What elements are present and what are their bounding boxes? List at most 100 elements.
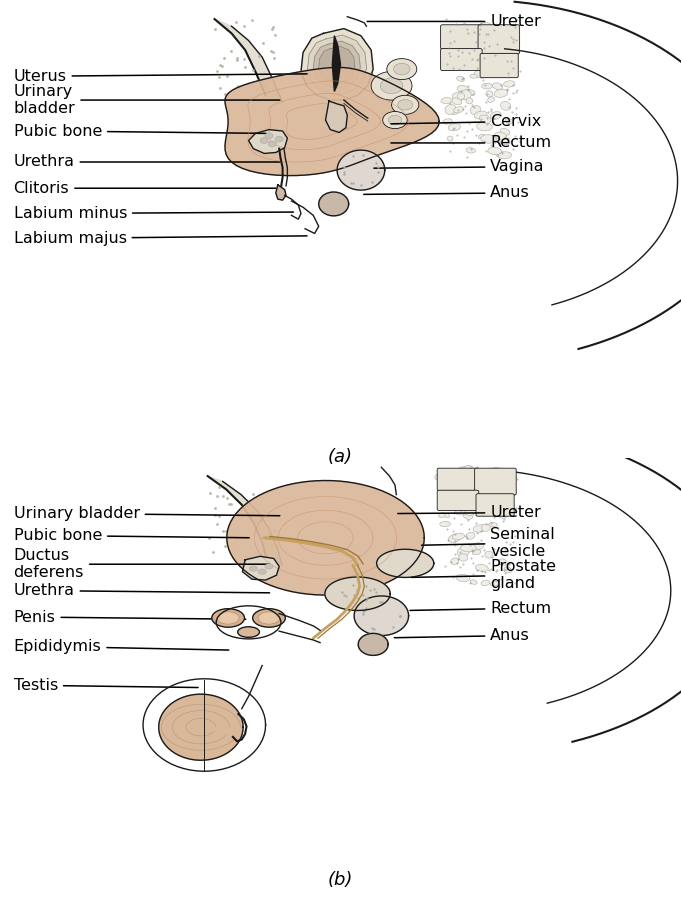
Ellipse shape [504, 483, 509, 487]
Ellipse shape [494, 56, 501, 62]
Ellipse shape [439, 512, 445, 518]
Polygon shape [337, 150, 385, 190]
Ellipse shape [456, 574, 470, 582]
Text: Testis: Testis [14, 678, 198, 693]
Ellipse shape [471, 469, 485, 478]
Polygon shape [319, 47, 355, 82]
Ellipse shape [492, 467, 501, 472]
Ellipse shape [483, 473, 493, 480]
Ellipse shape [452, 98, 462, 104]
Ellipse shape [485, 551, 493, 558]
Ellipse shape [458, 85, 469, 93]
Ellipse shape [504, 567, 511, 573]
Ellipse shape [451, 108, 459, 114]
Ellipse shape [441, 38, 453, 49]
Ellipse shape [477, 488, 485, 493]
Ellipse shape [488, 147, 501, 155]
Polygon shape [326, 101, 347, 132]
Text: Penis: Penis [14, 610, 246, 625]
Ellipse shape [470, 478, 479, 483]
Ellipse shape [501, 478, 516, 486]
Ellipse shape [258, 612, 280, 624]
Ellipse shape [457, 76, 464, 82]
Polygon shape [208, 476, 282, 565]
Circle shape [260, 138, 268, 144]
Ellipse shape [238, 627, 259, 637]
Ellipse shape [481, 580, 490, 585]
Polygon shape [354, 596, 409, 636]
Polygon shape [249, 129, 287, 154]
Ellipse shape [489, 470, 502, 476]
Text: Rectum: Rectum [391, 136, 552, 150]
Polygon shape [215, 19, 283, 102]
Ellipse shape [496, 61, 511, 68]
Text: Ureter: Ureter [398, 505, 541, 521]
Polygon shape [227, 481, 424, 595]
Circle shape [380, 78, 402, 93]
Ellipse shape [505, 61, 511, 67]
FancyBboxPatch shape [441, 49, 482, 70]
Text: Cervix: Cervix [391, 114, 541, 129]
Polygon shape [301, 29, 373, 100]
Ellipse shape [448, 495, 456, 502]
Ellipse shape [459, 554, 468, 561]
Circle shape [388, 115, 402, 125]
Text: Prostate
gland: Prostate gland [411, 559, 556, 592]
Circle shape [398, 100, 413, 110]
Ellipse shape [501, 102, 511, 111]
Ellipse shape [481, 22, 488, 30]
Ellipse shape [501, 481, 513, 487]
Text: Urethra: Urethra [14, 583, 270, 598]
Polygon shape [225, 67, 439, 175]
Ellipse shape [445, 473, 452, 478]
Ellipse shape [443, 513, 449, 518]
Circle shape [258, 569, 266, 574]
Circle shape [265, 564, 273, 569]
Circle shape [387, 58, 417, 80]
Ellipse shape [440, 521, 450, 527]
Text: Ureter: Ureter [367, 14, 541, 29]
Polygon shape [307, 35, 366, 93]
Ellipse shape [479, 115, 491, 123]
Ellipse shape [452, 92, 468, 100]
Ellipse shape [463, 512, 473, 520]
Ellipse shape [447, 136, 453, 141]
Ellipse shape [490, 582, 498, 586]
Ellipse shape [498, 511, 508, 518]
Ellipse shape [452, 533, 464, 539]
Ellipse shape [470, 543, 484, 550]
FancyBboxPatch shape [476, 494, 514, 516]
Text: Urethra: Urethra [14, 155, 280, 170]
Ellipse shape [458, 503, 468, 510]
Ellipse shape [502, 479, 509, 484]
Ellipse shape [454, 52, 462, 59]
Text: Vagina: Vagina [374, 159, 545, 174]
Ellipse shape [464, 494, 475, 502]
Ellipse shape [474, 70, 488, 78]
Ellipse shape [481, 485, 490, 492]
Ellipse shape [473, 525, 486, 532]
Polygon shape [325, 577, 390, 610]
Text: (b): (b) [328, 871, 353, 889]
Ellipse shape [470, 580, 477, 584]
Ellipse shape [494, 132, 507, 140]
Ellipse shape [498, 152, 511, 159]
FancyBboxPatch shape [478, 25, 520, 54]
Text: Rectum: Rectum [410, 601, 552, 616]
Polygon shape [377, 549, 434, 577]
Ellipse shape [489, 522, 497, 527]
Circle shape [394, 63, 410, 75]
Ellipse shape [454, 107, 463, 113]
Ellipse shape [495, 151, 501, 156]
Ellipse shape [470, 75, 477, 78]
Ellipse shape [494, 89, 508, 97]
Ellipse shape [492, 66, 505, 75]
Text: Pubic bone: Pubic bone [14, 123, 266, 138]
Polygon shape [313, 41, 360, 87]
FancyBboxPatch shape [437, 468, 479, 491]
Circle shape [392, 95, 419, 114]
Ellipse shape [445, 104, 456, 114]
Text: Anus: Anus [394, 628, 530, 643]
Ellipse shape [445, 33, 452, 40]
Ellipse shape [212, 609, 244, 628]
